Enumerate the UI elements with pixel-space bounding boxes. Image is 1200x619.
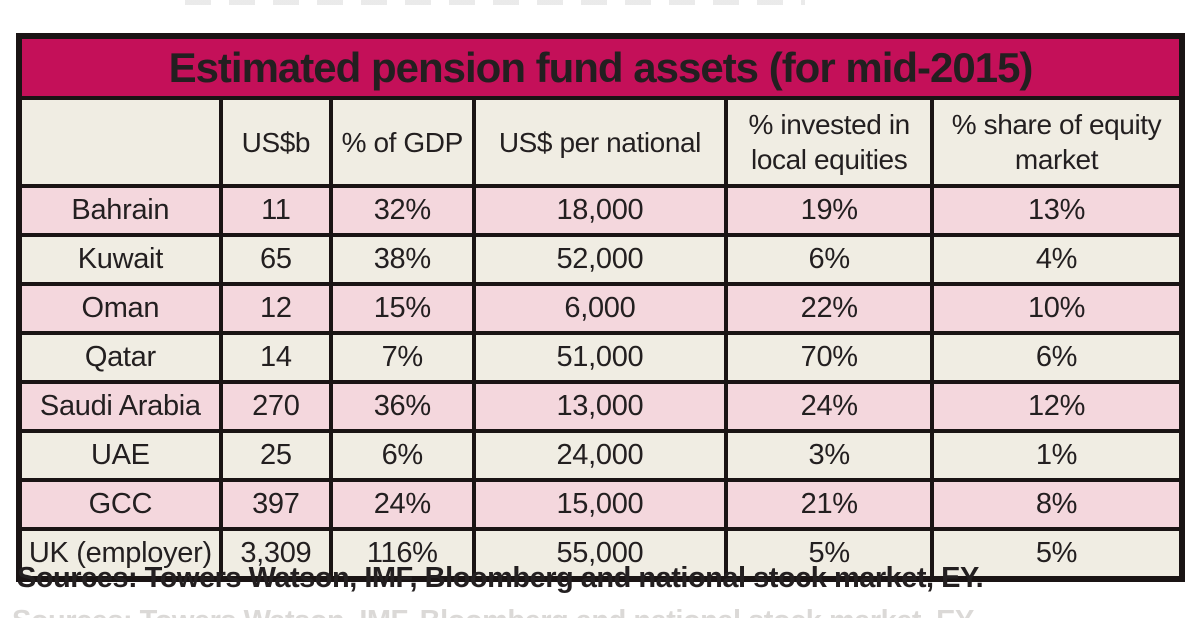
pct-gdp-cell: 38% (329, 233, 476, 286)
cropped-text-fragment-bottom: Sources: Towers Watson, IMF, Bloomberg a… (12, 605, 1092, 618)
table-row: Kuwait 65 38% 52,000 6% 4% (17, 233, 1184, 286)
pct-equity-market-cell: 13% (930, 184, 1184, 237)
pct-local-equities-cell: 22% (724, 282, 935, 335)
pct-equity-market-cell: 10% (930, 282, 1184, 335)
pct-local-equities-cell: 24% (724, 380, 935, 433)
usdb-cell: 397 (218, 478, 334, 531)
row-label-cell: Saudi Arabia (17, 380, 223, 433)
table-row: UK (employer) 3,309 116% 55,000 5% 5% (17, 527, 1184, 581)
pct-equity-market-cell: 6% (930, 331, 1184, 384)
usd-per-national-cell: 51,000 (471, 331, 729, 384)
pct-equity-market-cell: 4% (930, 233, 1184, 286)
table-body: Bahrain 11 32% 18,000 19% 13% Kuwait 65 … (17, 184, 1184, 581)
pct-local-equities-cell: 5% (724, 527, 935, 581)
usdb-cell: 12 (218, 282, 334, 335)
usdb-cell: 11 (218, 184, 334, 237)
pct-local-equities-cell: 70% (724, 331, 935, 384)
pension-assets-table: Estimated pension fund assets (for mid-2… (16, 33, 1185, 582)
sources-note: Sources: Towers Watson, IMF, Bloomberg a… (17, 562, 984, 594)
usdb-cell: 270 (218, 380, 334, 433)
row-label-cell: Qatar (17, 331, 223, 384)
column-header-row: US$b % of GDP US$ per national % investe… (17, 96, 1184, 188)
column-header-pct-local-equities: % invested in local equities (724, 96, 935, 188)
pct-gdp-cell: 32% (329, 184, 476, 237)
row-label-cell: Bahrain (17, 184, 223, 237)
pct-gdp-cell: 116% (329, 527, 476, 581)
column-header-pct-gdp: % of GDP (329, 96, 476, 188)
table-row: Bahrain 11 32% 18,000 19% 13% (17, 184, 1184, 237)
pct-local-equities-cell: 6% (724, 233, 935, 286)
usdb-cell: 14 (218, 331, 334, 384)
title-row: Estimated pension fund assets (for mid-2… (17, 34, 1184, 100)
table-row: UAE 25 6% 24,000 3% 1% (17, 429, 1184, 482)
pct-local-equities-cell: 3% (724, 429, 935, 482)
column-header-usd-per-national: US$ per national (471, 96, 729, 188)
pct-equity-market-cell: 12% (930, 380, 1184, 433)
usdb-cell: 3,309 (218, 527, 334, 581)
column-header-usdb: US$b (218, 96, 334, 188)
table-row: Qatar 14 7% 51,000 70% 6% (17, 331, 1184, 384)
pct-local-equities-cell: 21% (724, 478, 935, 531)
column-header-pct-equity-market: % share of equity market (930, 96, 1184, 188)
cropped-text-fragment-top (185, 0, 805, 5)
table-row: Saudi Arabia 270 36% 13,000 24% 12% (17, 380, 1184, 433)
table-row: Oman 12 15% 6,000 22% 10% (17, 282, 1184, 335)
usdb-cell: 65 (218, 233, 334, 286)
usd-per-national-cell: 15,000 (471, 478, 729, 531)
table-row: GCC 397 24% 15,000 21% 8% (17, 478, 1184, 531)
usd-per-national-cell: 6,000 (471, 282, 729, 335)
pct-gdp-cell: 36% (329, 380, 476, 433)
pct-equity-market-cell: 8% (930, 478, 1184, 531)
pct-gdp-cell: 7% (329, 331, 476, 384)
usd-per-national-cell: 18,000 (471, 184, 729, 237)
usd-per-national-cell: 55,000 (471, 527, 729, 581)
row-label-cell: GCC (17, 478, 223, 531)
row-label-cell: Kuwait (17, 233, 223, 286)
pct-equity-market-cell: 5% (930, 527, 1184, 581)
usd-per-national-cell: 13,000 (471, 380, 729, 433)
pct-gdp-cell: 6% (329, 429, 476, 482)
pct-local-equities-cell: 19% (724, 184, 935, 237)
usd-per-national-cell: 24,000 (471, 429, 729, 482)
pct-gdp-cell: 24% (329, 478, 476, 531)
table-title: Estimated pension fund assets (for mid-2… (17, 34, 1184, 100)
usd-per-national-cell: 52,000 (471, 233, 729, 286)
usdb-cell: 25 (218, 429, 334, 482)
pct-gdp-cell: 15% (329, 282, 476, 335)
row-label-cell: UAE (17, 429, 223, 482)
row-label-cell: UK (employer) (17, 527, 223, 581)
row-label-cell: Oman (17, 282, 223, 335)
pct-equity-market-cell: 1% (930, 429, 1184, 482)
column-header-blank (17, 96, 223, 188)
